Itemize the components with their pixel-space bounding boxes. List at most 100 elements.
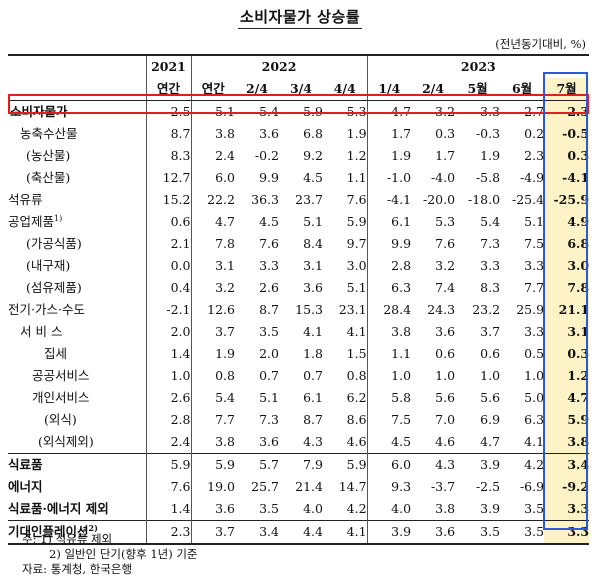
cell-value: 23.1 (338, 302, 367, 317)
cell-value: 3.3 (524, 258, 545, 273)
row-label-text: 에너지 (8, 479, 43, 494)
row-label-text: 공업제품 (8, 214, 55, 229)
cell-value: 5.3 (435, 214, 456, 229)
cell-value: 15.2 (145, 189, 191, 211)
cell-value: 3.3 (524, 324, 545, 339)
source-note: 자료: 통계청, 한국은행 (22, 562, 133, 576)
row-label-text: 석유류 (8, 192, 43, 207)
cell-value: 5.6 (480, 390, 501, 405)
cell-value: 28.4 (366, 299, 412, 321)
cell-value: 2.0 (259, 346, 279, 361)
cell-value: 23.7 (295, 192, 323, 207)
table-row: 전기·가스·수도 -2.1 12.6 8.7 15.3 23.1 28.4 24.3 23.2 2… (8, 299, 590, 321)
cell-value: 4.7 (190, 211, 235, 233)
cell-value: 12.6 (190, 299, 235, 321)
cell-value: 14.7 (338, 479, 367, 494)
cell-value: 5.4 (190, 387, 235, 409)
cell-value: 5.1 (346, 280, 367, 295)
header-period: 5월 (455, 78, 501, 101)
table-row: (농산물) 8.3 2.4 -0.2 9.2 1.2 1.9 1.7 1.9 2.3 0.3 (8, 145, 590, 167)
header-corner (8, 54, 146, 78)
cell-value: 4.6 (435, 434, 456, 449)
cell-value: 1.1 (346, 170, 367, 185)
cell-value: 3.0 (346, 258, 367, 273)
row-label: 기대인플레이션2) (8, 520, 146, 545)
cell-value: 7.0 (435, 412, 456, 427)
header-period-highlight: 7월 (544, 78, 590, 101)
cell-value: 4.1 (303, 324, 323, 339)
cell-value: 6.0 (190, 167, 235, 189)
table-row: 식료품 5.9 5.9 5.7 7.9 5.9 6.0 4.3 3.9 4.2 3.4 (8, 453, 590, 476)
cell-value: 3.3 (480, 258, 501, 273)
cell-value: 2.6 (259, 280, 279, 295)
cell-value: 9.2 (303, 148, 323, 163)
row-label-text: 개인서비스 (32, 390, 90, 405)
row-label-text: 기대인플레이션 (8, 524, 89, 539)
cell-value: 2.3 (524, 148, 545, 163)
cell-value: 7.9 (279, 453, 323, 476)
cell-value: 5.3 (323, 100, 368, 123)
row-label: 개인서비스 (8, 387, 146, 409)
row-label-text: 농축수산물 (20, 126, 78, 141)
row-label: 소비자물가 (8, 100, 146, 123)
cell-value: 0.7 (303, 368, 323, 383)
table-row: 기대인플레이션2) 2.3 3.7 3.4 4.4 4.1 3.9 3.6 3.5 3.5 3.3 (8, 520, 590, 545)
cell-value: -5.8 (475, 170, 501, 185)
cell-value: 3.9 (455, 453, 501, 476)
cell-value: 5.9 (145, 453, 191, 476)
cell-value: 3.7 (480, 324, 501, 339)
cell-value: 5.1 (524, 214, 545, 229)
cell-value: 3.4 (235, 520, 279, 545)
cell-value: 1.9 (190, 343, 235, 365)
cell-value: 6.0 (366, 453, 412, 476)
cell-value: 9.9 (366, 233, 412, 255)
cell-value: 1.7 (366, 123, 412, 145)
cell-value: 36.3 (251, 192, 279, 207)
cell-value: 1.5 (346, 346, 367, 361)
header-period: 연간 (145, 78, 191, 101)
row-label-text: 전기·가스·수도 (8, 302, 85, 317)
cell-value: 4.2 (346, 501, 367, 516)
header-corner (8, 78, 146, 101)
table-row: 공업제품1) 0.6 4.7 4.5 5.1 5.9 6.1 5.3 5.4 5.1 4.9 (8, 211, 590, 233)
row-label: 농축수산물 (8, 123, 146, 145)
cell-value: 8.7 (303, 412, 323, 427)
cell-value: 2.7 (500, 100, 545, 123)
cell-value: 7.6 (346, 192, 367, 207)
cell-value: 4.0 (303, 501, 323, 516)
row-label: (내구재) (8, 255, 146, 277)
cell-value-highlight: -4.1 (544, 167, 590, 189)
cell-value: 8.7 (259, 302, 279, 317)
table-row: 개인서비스 2.6 5.4 5.1 6.1 6.2 5.8 5.6 5.6 5.0 4.7 (8, 387, 590, 409)
cell-value: 0.8 (346, 368, 367, 383)
cell-value: 5.0 (524, 390, 545, 405)
cell-value: 6.3 (366, 277, 412, 299)
cell-value: 6.2 (346, 390, 367, 405)
cpi-table: 2021 2022 2023 연간 연간 2/4 3/4 4/4 1/4 2/4… (8, 54, 590, 545)
cell-value: 3.3 (455, 100, 501, 123)
cell-value: 1.0 (435, 368, 456, 383)
cell-value-highlight: 21.1 (544, 299, 590, 321)
cell-value: 0.0 (145, 255, 191, 277)
cell-value: 9.7 (346, 236, 367, 251)
row-label: 식료품·에너지 제외 (8, 498, 146, 521)
cell-value-highlight: -0.5 (544, 123, 590, 145)
cell-value: 6.8 (303, 126, 323, 141)
row-label: 공업제품1) (8, 211, 146, 233)
table-row: 석유류 15.2 22.2 36.3 23.7 7.6 -4.1 -20.0 -18.0 -25.… (8, 189, 590, 211)
table-row: 농축수산물 8.7 3.8 3.6 6.8 1.9 1.7 0.3 -0.3 0.2 -0.5 (8, 123, 590, 145)
cell-value: 7.3 (480, 236, 501, 251)
row-label-text: 서 비 스 (20, 324, 63, 339)
cell-value: 1.4 (145, 343, 191, 365)
cell-value-highlight: 5.9 (544, 409, 590, 431)
table-title: 소비자물가 상승률 (0, 6, 600, 29)
cell-value: 1.0 (366, 365, 412, 387)
cell-value: 3.8 (190, 123, 235, 145)
cell-value: 3.9 (480, 501, 501, 516)
cell-value: 2.8 (145, 409, 191, 431)
cell-value: 7.4 (435, 280, 456, 295)
row-label: (섬유제품) (8, 277, 146, 299)
row-label: 전기·가스·수도 (8, 299, 146, 321)
footnote-2: 2) 일반인 단기(향후 1년) 기준 (49, 547, 198, 561)
cell-value: 4.7 (480, 434, 501, 449)
